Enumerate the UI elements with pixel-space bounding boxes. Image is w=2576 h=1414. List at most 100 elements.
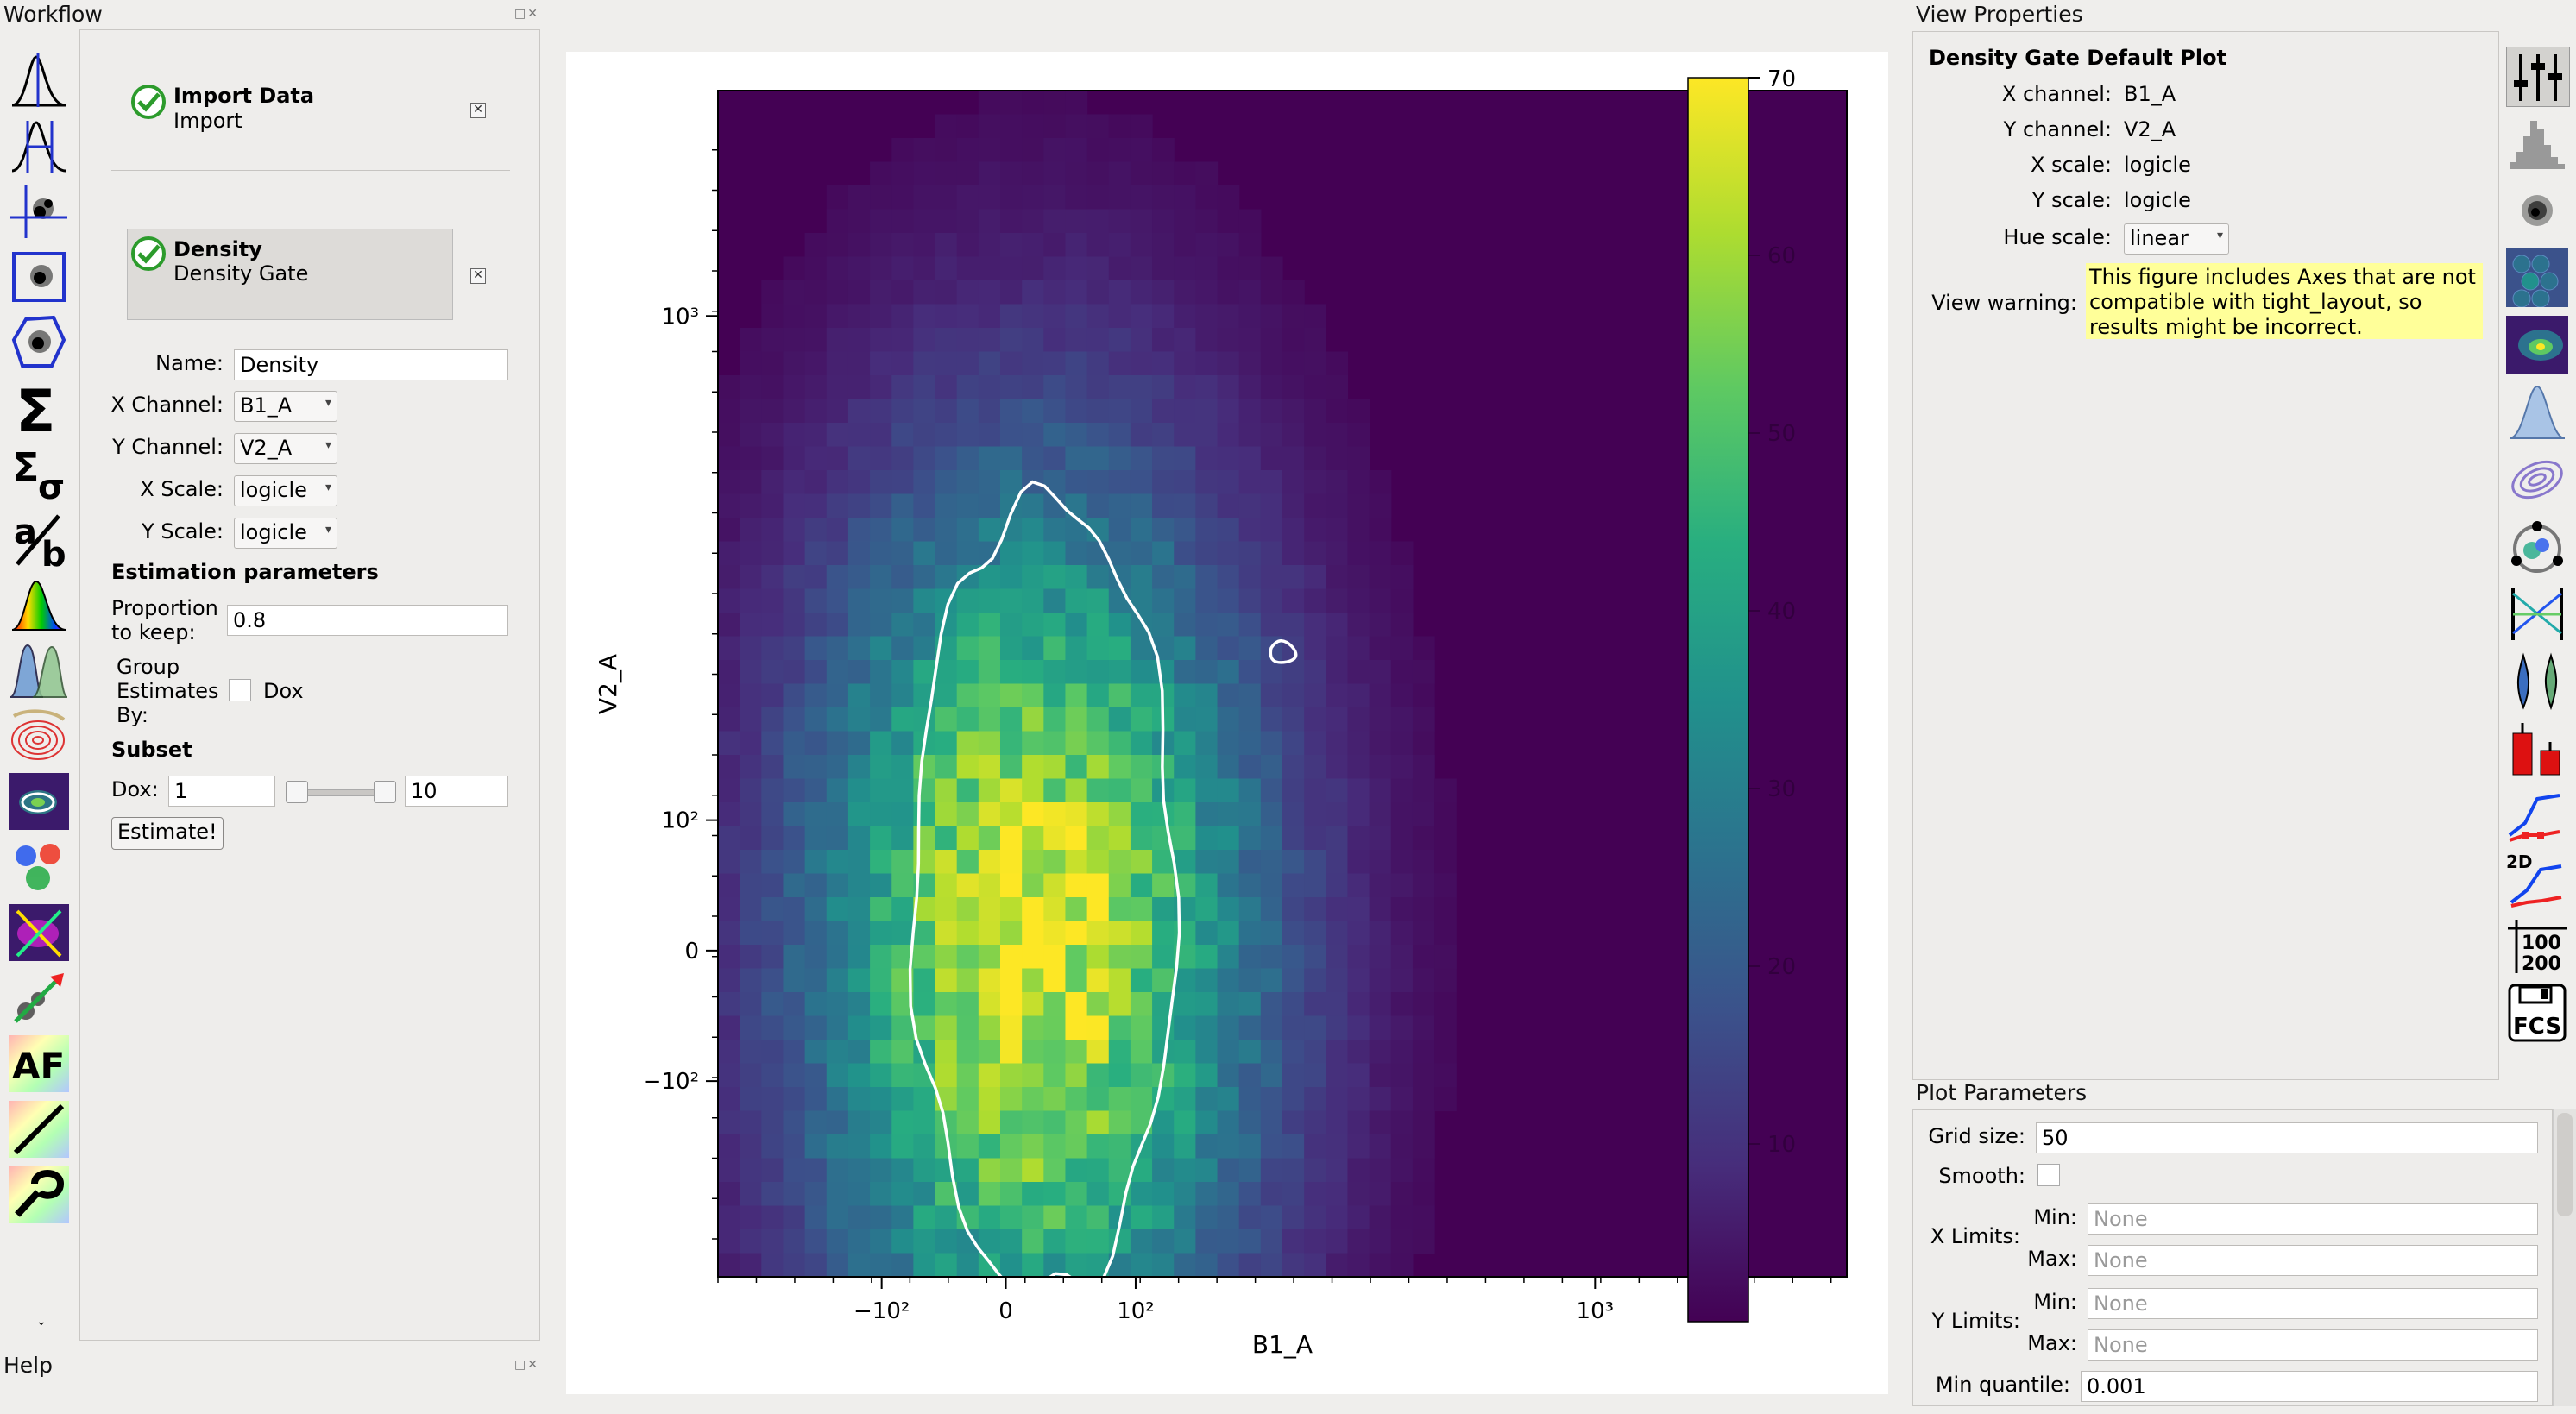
table-view-icon[interactable]: 100 200 bbox=[2506, 916, 2568, 975]
heatmap-cell bbox=[1043, 138, 1067, 163]
heatmap-cell bbox=[1347, 493, 1370, 518]
x-min-input[interactable] bbox=[2088, 1203, 2538, 1235]
threshold-icon[interactable] bbox=[9, 183, 69, 240]
view-y-channel-value[interactable]: V2_A bbox=[2124, 117, 2176, 141]
heatmap-cell bbox=[1000, 1182, 1023, 1207]
heatmap-cell bbox=[891, 399, 914, 424]
density-remove-button[interactable]: ✕ bbox=[470, 268, 486, 284]
heatmap-cell bbox=[1282, 1134, 1305, 1159]
min-quantile-input[interactable] bbox=[2081, 1371, 2538, 1402]
contour-view-icon[interactable] bbox=[2506, 450, 2568, 509]
estimate-button[interactable]: Estimate! bbox=[111, 817, 224, 850]
proportion-input[interactable] bbox=[227, 605, 508, 636]
kde-view-icon[interactable] bbox=[2506, 383, 2568, 442]
heatmap-cell bbox=[1086, 1087, 1110, 1112]
view-x-channel-value[interactable]: B1_A bbox=[2124, 82, 2176, 106]
plot-parameters-scrollbar[interactable] bbox=[2553, 1109, 2576, 1406]
import-op-name[interactable]: Import Data bbox=[173, 84, 315, 108]
x-axis: −10² 0 10² 10³ bbox=[717, 1277, 1832, 1324]
autofluorescence-icon[interactable]: AF bbox=[9, 1035, 69, 1092]
color-translation-icon[interactable] bbox=[9, 1166, 69, 1223]
dox-max-input[interactable] bbox=[405, 776, 508, 807]
y-max-input[interactable] bbox=[2088, 1329, 2538, 1361]
density-op-name[interactable]: Density bbox=[173, 237, 262, 261]
density-icon[interactable] bbox=[9, 773, 69, 830]
range2d-icon[interactable] bbox=[9, 248, 69, 305]
heatmap-cell bbox=[740, 992, 762, 1017]
bead-calibration-icon[interactable] bbox=[9, 970, 69, 1027]
heatmap-cell bbox=[804, 731, 828, 756]
heatmap-cell bbox=[761, 1134, 784, 1159]
heatmap-cell bbox=[1412, 968, 1435, 993]
stats-2d-icon[interactable]: 2D bbox=[2506, 849, 2568, 908]
heatmap-cell bbox=[1086, 351, 1110, 376]
scatter-view-icon[interactable] bbox=[2506, 181, 2568, 240]
hue-scale-select[interactable]: linear bbox=[2124, 223, 2229, 255]
heatmap-cell bbox=[1390, 1134, 1414, 1159]
workflow-dock-buttons[interactable]: ◫✕ bbox=[514, 7, 539, 21]
heatmap-cell bbox=[718, 1015, 740, 1040]
heatmap-cell bbox=[804, 660, 828, 685]
dox-range-slider[interactable] bbox=[286, 776, 396, 807]
density-view-icon[interactable] bbox=[2506, 316, 2568, 374]
hexbin-view-icon[interactable] bbox=[2506, 248, 2568, 307]
grid-size-input[interactable] bbox=[2036, 1122, 2538, 1153]
export-fcs-icon[interactable]: FCS bbox=[2506, 984, 2568, 1042]
violin-icon[interactable] bbox=[2506, 652, 2568, 711]
histogram-icon[interactable] bbox=[9, 52, 69, 109]
y-scale-select[interactable]: logicle bbox=[234, 518, 337, 549]
group-by-dox-checkbox[interactable] bbox=[229, 679, 251, 701]
contour-icon[interactable] bbox=[9, 707, 69, 764]
dox-slider-min-handle[interactable] bbox=[286, 781, 308, 803]
y-min-input[interactable] bbox=[2088, 1288, 2538, 1319]
radviz-view-icon[interactable] bbox=[2506, 518, 2568, 576]
heatmap-cell bbox=[913, 992, 936, 1017]
smooth-checkbox[interactable] bbox=[2037, 1164, 2060, 1186]
view-x-scale-value[interactable]: logicle bbox=[2124, 153, 2191, 177]
name-input[interactable] bbox=[234, 349, 508, 380]
density-op-card[interactable] bbox=[127, 229, 453, 320]
x-scale-select[interactable]: logicle bbox=[234, 475, 337, 506]
help-dock-buttons[interactable]: ◫✕ bbox=[514, 1358, 539, 1372]
heatmap-cell bbox=[935, 493, 958, 518]
sum-sigma-icon[interactable]: Σ σ bbox=[9, 445, 69, 502]
heatmap-cell bbox=[1238, 446, 1262, 471]
ratio-icon[interactable]: a b bbox=[9, 511, 69, 568]
heatmap-cell bbox=[1043, 873, 1067, 898]
heatmap-cell bbox=[935, 945, 958, 970]
sum-icon[interactable]: Σ bbox=[9, 380, 69, 437]
2d-histogram-icon[interactable] bbox=[9, 117, 69, 174]
dox-slider-max-handle[interactable] bbox=[374, 781, 396, 803]
heatmap-cell bbox=[1434, 802, 1457, 827]
spectrum-icon[interactable] bbox=[9, 576, 69, 633]
import-remove-button[interactable]: ✕ bbox=[470, 103, 486, 118]
view-y-scale-value[interactable]: logicle bbox=[2124, 188, 2191, 212]
bleedthrough-icon[interactable] bbox=[9, 1101, 69, 1158]
heatmap-cell bbox=[1022, 565, 1044, 590]
heatmap-cell bbox=[1412, 1158, 1435, 1183]
polygon-icon[interactable] bbox=[9, 314, 69, 371]
heatmap-cell bbox=[1217, 493, 1240, 518]
heatmap-cell bbox=[1326, 470, 1349, 495]
x-channel-select[interactable]: B1_A bbox=[234, 391, 337, 422]
heatmap-cell bbox=[956, 1253, 979, 1278]
dox-min-input[interactable] bbox=[168, 776, 275, 807]
histogram-view-icon[interactable] bbox=[2506, 114, 2568, 173]
heatmap-cell bbox=[870, 541, 892, 566]
heatmap-cell bbox=[1238, 802, 1262, 827]
y-channel-select[interactable]: V2_A bbox=[234, 433, 337, 464]
stats-1d-icon[interactable] bbox=[2506, 787, 2568, 845]
flow-peaks-icon[interactable] bbox=[9, 904, 69, 961]
heatmap-cell bbox=[1195, 1158, 1219, 1183]
heatmap-cell bbox=[740, 613, 762, 638]
kmeans-icon[interactable] bbox=[9, 839, 69, 896]
view-properties-icon[interactable] bbox=[2506, 47, 2570, 107]
heatmap-cell bbox=[935, 233, 958, 258]
heatmap-cell bbox=[1174, 1015, 1196, 1040]
x-max-input[interactable] bbox=[2088, 1245, 2538, 1276]
bar-chart-icon[interactable] bbox=[2506, 720, 2568, 778]
gaussian-mixture-icon[interactable] bbox=[9, 642, 69, 699]
toolbar-more-icon[interactable]: ⌄ bbox=[36, 1315, 47, 1329]
x-scale-label: X Scale: bbox=[140, 477, 224, 501]
parallel-coords-icon[interactable] bbox=[2506, 585, 2568, 644]
